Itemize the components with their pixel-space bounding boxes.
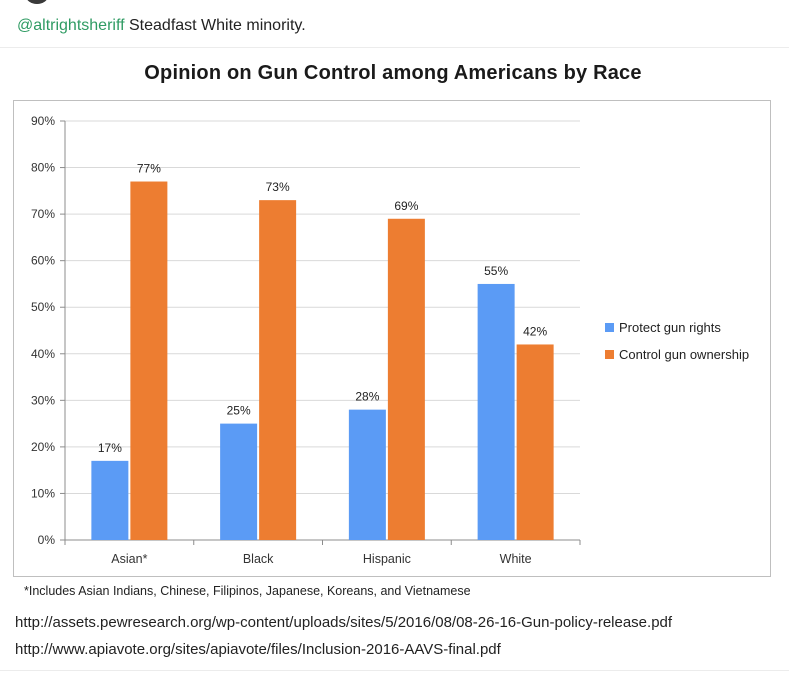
source-link-apiavote[interactable]: http://www.apiavote.org/sites/apiavote/f… [15, 641, 501, 658]
data-label: 69% [394, 199, 418, 213]
y-tick-label: 90% [31, 114, 55, 128]
legend-swatch-protect [605, 323, 614, 332]
bar-chart: 0% 10% 20% 30% 40% 50% 60% 70% 80% 90% Asian* 17% 77… [31, 114, 749, 566]
x-tick-label: Asian* [111, 552, 147, 566]
data-label: 42% [523, 324, 547, 338]
data-label: 55% [484, 264, 508, 278]
chart-frame: 0% 10% 20% 30% 40% 50% 60% 70% 80% 90% Asian* 17% 77… [13, 100, 771, 577]
chart-image: Opinion on Gun Control among Americans b… [10, 52, 776, 608]
bar-protect-hispanic [348, 409, 386, 540]
bar-protect-asian [91, 460, 129, 540]
chart-title: Opinion on Gun Control among Americans b… [144, 62, 642, 84]
y-tick-label: 20% [31, 440, 55, 454]
legend-swatch-control [605, 350, 614, 359]
y-tick-label: 60% [31, 254, 55, 268]
source-link-pewresearch[interactable]: http://assets.pewresearch.org/wp-content… [15, 614, 673, 631]
bar-control-black [259, 200, 297, 540]
data-label: 73% [266, 180, 290, 194]
avatar[interactable] [26, 0, 48, 4]
y-tick-label: 50% [31, 300, 55, 314]
y-tick-label: 70% [31, 207, 55, 221]
post-header: @altrightsheriff Steadfast White minorit… [17, 15, 306, 37]
author-handle-link[interactable]: @altrightsheriff [17, 17, 125, 34]
y-tick-label: 10% [31, 486, 55, 500]
legend-label-protect: Protect gun rights [619, 320, 721, 335]
bar-control-white [516, 344, 554, 540]
x-tick-label: Black [243, 552, 274, 566]
post-bottom-divider [0, 670, 789, 671]
data-label: 17% [98, 441, 122, 455]
y-tick-label: 80% [31, 161, 55, 175]
bar-control-hispanic [387, 218, 425, 540]
bar-protect-white [477, 283, 515, 540]
bar-protect-black [220, 423, 258, 540]
y-tick-label: 0% [38, 533, 56, 547]
chart-footnote: *Includes Asian Indians, Chinese, Filipi… [24, 584, 471, 598]
y-tick-label: 40% [31, 347, 55, 361]
post-divider [0, 47, 789, 48]
x-tick-label: Hispanic [363, 552, 411, 566]
bar-control-asian [130, 181, 168, 540]
y-tick-label: 30% [31, 393, 55, 407]
x-tick-label: White [500, 552, 532, 566]
legend-label-control: Control gun ownership [619, 347, 749, 362]
data-label: 28% [355, 390, 379, 404]
data-label: 77% [137, 162, 161, 176]
data-label: 25% [227, 404, 251, 418]
post-text: Steadfast White minority. [129, 17, 306, 34]
